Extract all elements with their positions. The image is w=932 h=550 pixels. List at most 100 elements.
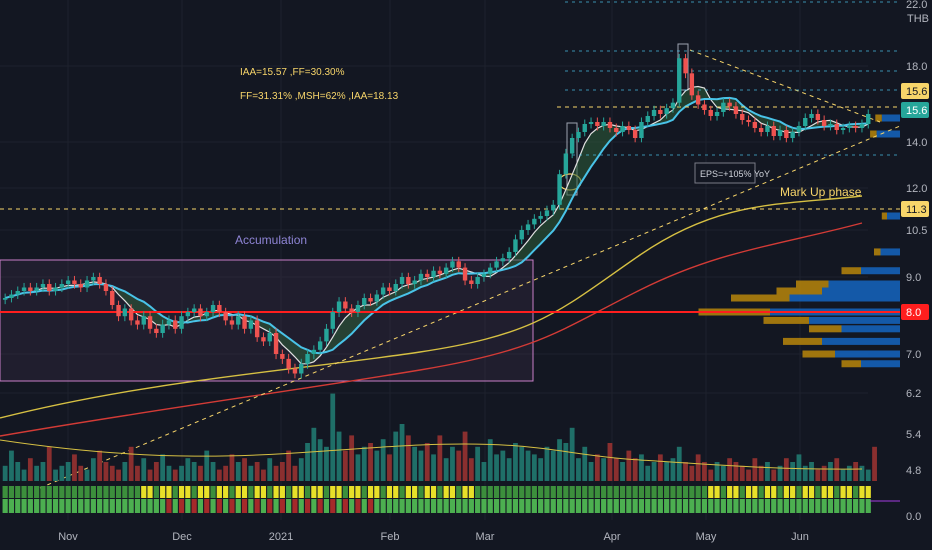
volume-bar xyxy=(632,458,638,481)
candle-body xyxy=(500,258,506,262)
strip-bottom xyxy=(166,499,172,513)
strip-bottom xyxy=(311,499,317,513)
strip-bottom xyxy=(626,499,632,513)
volume-bar xyxy=(777,465,783,481)
volume-bar xyxy=(34,465,40,481)
profile-down-bar xyxy=(841,267,861,275)
volume-bar xyxy=(620,462,625,481)
strip-bottom xyxy=(645,499,651,513)
strip-bottom xyxy=(260,499,267,513)
candle-body xyxy=(866,114,871,124)
candle-body xyxy=(135,320,140,325)
strip-bottom xyxy=(720,499,726,513)
strip-bottom xyxy=(834,499,840,513)
strip-top xyxy=(412,486,418,498)
strip-top xyxy=(657,486,663,498)
strip-top xyxy=(109,486,115,498)
trendline-support xyxy=(39,125,901,489)
strip-top xyxy=(8,486,15,498)
strip-bottom xyxy=(185,499,191,513)
strip-bottom xyxy=(235,499,241,513)
profile-down-bar xyxy=(881,212,887,220)
strip-bottom xyxy=(575,499,582,513)
candle-body xyxy=(456,261,461,268)
candle-body xyxy=(834,124,839,130)
candle-body xyxy=(191,308,197,312)
strip-top xyxy=(304,486,311,498)
candle-body xyxy=(15,291,20,295)
profile-down-bar xyxy=(763,316,809,324)
volume-bar xyxy=(796,454,802,481)
candle-body xyxy=(815,114,821,120)
candle-body xyxy=(601,122,606,126)
volume-bar xyxy=(746,469,751,481)
strip-top xyxy=(430,486,437,498)
strip-bottom xyxy=(109,499,115,513)
candle-body xyxy=(280,354,285,359)
volume-bar xyxy=(317,439,323,481)
strip-bottom xyxy=(651,499,657,513)
strip-top xyxy=(298,486,304,498)
strip-top xyxy=(594,486,600,498)
volume-bar xyxy=(582,446,588,481)
volume-bar xyxy=(569,427,575,481)
candle-body xyxy=(406,277,411,284)
candle-body xyxy=(273,333,279,354)
strip-bottom xyxy=(191,499,197,513)
candle-body xyxy=(443,267,449,274)
volume-bar xyxy=(865,469,871,481)
candle-body xyxy=(431,270,436,277)
volume-bar xyxy=(40,462,46,481)
volume-bar xyxy=(771,469,777,481)
volume-bar xyxy=(594,454,600,481)
candle-body xyxy=(387,287,392,291)
strip-top xyxy=(525,486,531,498)
strip-top xyxy=(46,486,52,498)
candle-body xyxy=(488,267,493,274)
strip-top xyxy=(204,486,210,498)
strip-bottom xyxy=(21,499,27,513)
candle-body xyxy=(254,320,260,338)
strip-top xyxy=(790,486,796,498)
strip-bottom xyxy=(323,499,330,513)
strip-bottom xyxy=(78,499,84,513)
volume-bar xyxy=(487,439,493,481)
strip-bottom xyxy=(764,499,771,513)
strip-bottom xyxy=(594,499,600,513)
volume-bar xyxy=(702,462,707,481)
profile-down-bar xyxy=(783,337,822,345)
candle-body xyxy=(519,230,524,240)
strip-top xyxy=(834,486,840,498)
strip-top xyxy=(34,486,40,498)
volume-bar xyxy=(324,446,329,481)
strip-top xyxy=(764,486,771,498)
strip-top xyxy=(286,486,292,498)
strip-top xyxy=(254,486,260,498)
strip-top xyxy=(670,486,676,498)
volume-bar xyxy=(90,458,96,481)
x-tick-label: May xyxy=(696,531,717,543)
strip-top xyxy=(468,486,474,498)
strip-bottom xyxy=(638,499,645,513)
strip-top xyxy=(367,486,374,498)
strip-bottom xyxy=(853,499,859,513)
strip-bottom xyxy=(210,499,216,513)
strip-bottom xyxy=(582,499,588,513)
strip-top xyxy=(128,486,134,498)
volume-bar xyxy=(349,435,355,481)
profile-down-bar xyxy=(870,130,877,138)
volume-bar xyxy=(651,462,657,481)
volume-bar xyxy=(468,458,474,481)
y-tick-label: 5.4 xyxy=(906,429,921,441)
candle-body xyxy=(286,358,291,369)
strip-top xyxy=(563,486,569,498)
volume-bar xyxy=(733,462,739,481)
volume-bar xyxy=(613,458,619,481)
volume-bar xyxy=(821,465,827,481)
volume-bar xyxy=(122,462,128,481)
volume-bar xyxy=(229,454,235,481)
strip-top xyxy=(720,486,726,498)
candle-body xyxy=(576,132,581,138)
strip-bottom xyxy=(330,499,336,513)
